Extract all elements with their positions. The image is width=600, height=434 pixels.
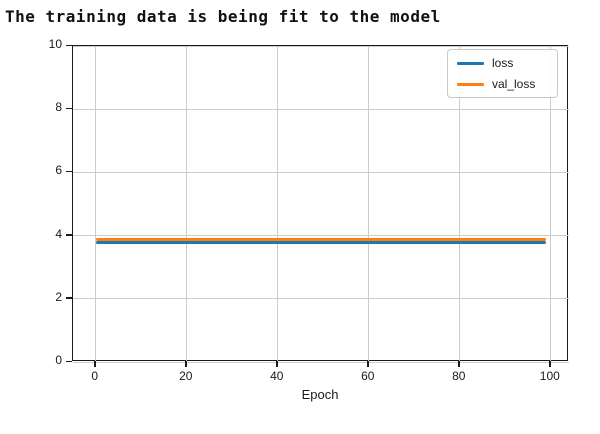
y-tick-mark-4 — [66, 234, 72, 236]
legend-item-val-loss: val_loss — [457, 77, 548, 91]
y-tick-mark-0 — [66, 360, 72, 362]
legend-label-loss: loss — [492, 56, 514, 70]
legend-item-loss: loss — [457, 56, 548, 70]
gridline-x-0 — [95, 46, 97, 362]
gridline-x-20 — [186, 46, 188, 362]
y-tick-label-2: 2 — [55, 289, 62, 304]
chart-title: The training data is being fit to the mo… — [5, 7, 441, 26]
x-tick-label-0: 0 — [91, 369, 99, 383]
x-tick-mark-100 — [549, 361, 551, 367]
x-tick-label-40: 40 — [270, 369, 284, 383]
gridline-x-80 — [459, 46, 461, 362]
y-tick-label-8: 8 — [55, 100, 62, 115]
x-tick-mark-80 — [458, 361, 460, 367]
y-tick-label-0: 0 — [55, 353, 62, 367]
gridline-y-4 — [73, 235, 569, 237]
x-tick-label-20: 20 — [179, 369, 193, 383]
gridline-y-6 — [73, 171, 569, 173]
y-tick-label-10: 10 — [48, 37, 62, 51]
x-tick-mark-60 — [367, 361, 369, 367]
loss-line-swatch — [457, 61, 484, 65]
y-tick-label-6: 6 — [55, 163, 62, 178]
x-tick-mark-40 — [276, 361, 278, 367]
x-tick-label-100: 100 — [539, 369, 560, 383]
x-tick-label-80: 80 — [452, 369, 466, 383]
gridline-y-0 — [73, 361, 569, 363]
gridline-y-2 — [73, 298, 569, 300]
legend: loss val_loss — [447, 49, 558, 98]
y-tick-mark-2 — [66, 297, 72, 299]
x-tick-mark-0 — [94, 361, 96, 367]
gridline-y-8 — [73, 108, 569, 110]
legend-label-val-loss: val_loss — [492, 77, 536, 91]
y-tick-label-4: 4 — [55, 226, 62, 241]
y-tick-mark-10 — [66, 44, 72, 46]
loss-line — [95, 241, 547, 245]
y-tick-mark-8 — [66, 107, 72, 110]
gridline-x-60 — [368, 46, 370, 362]
y-tick-mark-6 — [66, 170, 72, 173]
x-tick-mark-20 — [185, 361, 187, 367]
x-tick-label-60: 60 — [361, 369, 375, 383]
val_loss-line — [95, 238, 547, 242]
gridline-y-10 — [73, 45, 569, 47]
val-loss-line-swatch — [457, 82, 484, 86]
x-axis-label: Epoch — [301, 387, 339, 402]
gridline-x-100 — [550, 46, 552, 362]
gridline-x-40 — [277, 46, 279, 362]
